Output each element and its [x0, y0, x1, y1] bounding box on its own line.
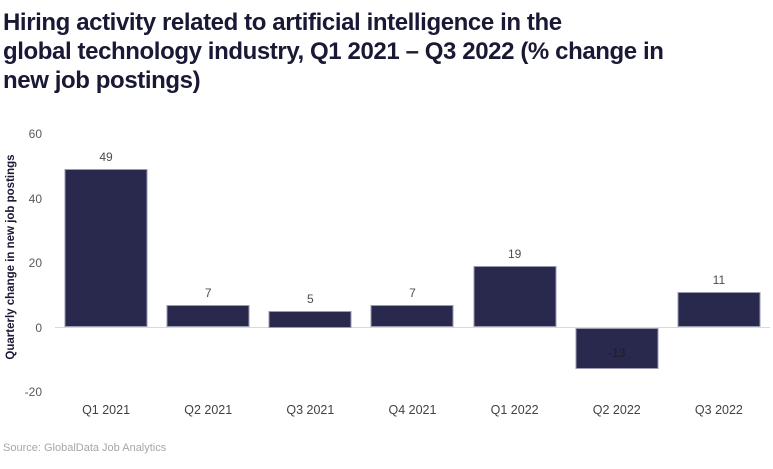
bar-q1-2022 — [473, 266, 557, 328]
bar-column-q2-2021: 7 — [157, 134, 259, 392]
bar-q2-2022 — [575, 327, 659, 370]
bar-column-q3-2021: 5 — [259, 134, 361, 392]
bar-column-q3-2022: 11 — [668, 134, 770, 392]
bar-q3-2022 — [677, 292, 761, 328]
x-tick-label-q3-2022: Q3 2022 — [694, 403, 743, 417]
bar-q3-2021 — [268, 311, 352, 328]
bar-value-label: -13 — [608, 346, 626, 361]
x-tick-label-q2-2022: Q2 2022 — [592, 403, 641, 417]
x-tick-label-q4-2021: Q4 2021 — [388, 403, 437, 417]
bar-value-label: 7 — [409, 285, 416, 300]
chart-title-line-3: new job postings) — [3, 67, 201, 94]
bar-column-q4-2021: 7 — [361, 134, 463, 392]
y-axis-ticks: 60 40 20 0 -20 — [0, 127, 46, 399]
bar-value-label: 19 — [507, 247, 522, 262]
zero-gridline — [55, 327, 770, 328]
y-tick-label: -20 — [24, 385, 42, 399]
bar-q1-2021 — [64, 169, 148, 328]
chart-title: Hiring activity related to artificial in… — [3, 8, 664, 95]
x-axis-labels: Q1 2021 Q2 2021 Q3 2021 Q4 2021 Q1 2022 Q2 20… — [55, 403, 770, 417]
x-tick-label-q1-2021: Q1 2021 — [82, 403, 131, 417]
bar-value-label: 11 — [712, 273, 726, 288]
y-tick-label: 40 — [28, 191, 42, 206]
x-tick-label-q3-2021: Q3 2021 — [286, 403, 335, 417]
bar-value-label: 5 — [307, 292, 314, 307]
y-tick-label: 60 — [28, 127, 42, 141]
y-tick-label: 0 — [35, 320, 42, 335]
chart-title-line-1: Hiring activity related to artificial in… — [3, 9, 562, 36]
source-note: Source: GlobalData Job Analytics — [3, 442, 167, 454]
y-tick-label: 20 — [28, 256, 42, 270]
bar-q2-2021 — [166, 304, 250, 328]
bar-column-q1-2022: 19 — [464, 134, 566, 392]
bar-q4-2021 — [370, 304, 454, 328]
x-tick-label-q2-2021: Q2 2021 — [184, 403, 233, 417]
bar-value-label: 7 — [204, 285, 212, 300]
chart-title-line-2: global technology industry, Q1 2021 – Q3… — [3, 38, 664, 65]
bar-column-q1-2021: 49 — [55, 134, 157, 392]
plot-area: 49 7 5 7 19 -13 11 — [55, 134, 770, 392]
x-tick-label-q1-2022: Q1 2022 — [490, 403, 539, 417]
bar-value-label: 49 — [99, 150, 113, 165]
bar-column-q2-2022: -13 — [566, 134, 668, 392]
